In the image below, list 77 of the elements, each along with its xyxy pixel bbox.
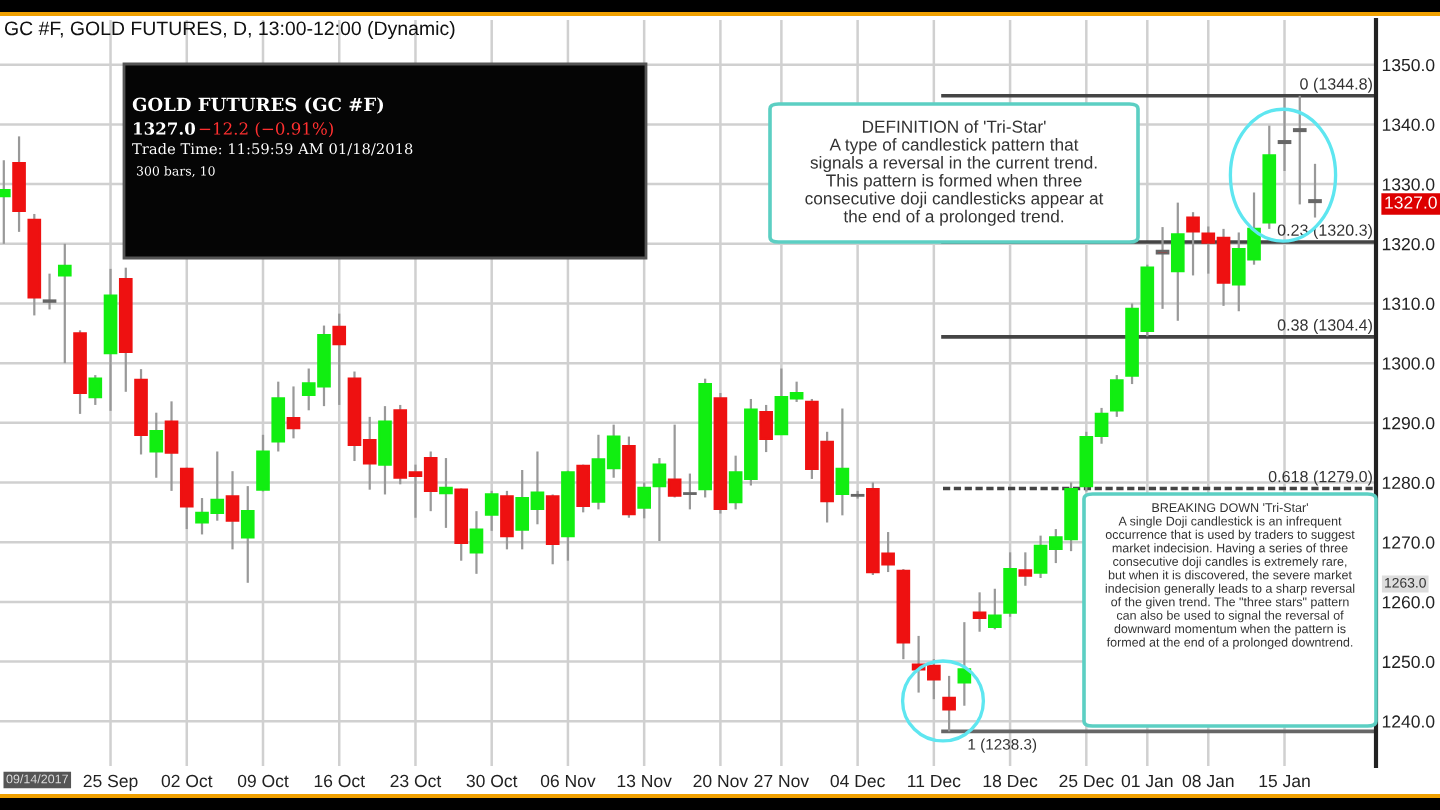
candlestick <box>576 463 591 514</box>
y-tick-label: 1280.0 <box>1382 476 1435 490</box>
y-tick-label: 1340.0 <box>1382 118 1435 131</box>
candlestick <box>225 470 240 551</box>
candlestick <box>667 423 682 499</box>
x-tick-label: 02 Oct <box>161 774 213 788</box>
candlestick <box>683 472 697 511</box>
x-tick-label: 06 Nov <box>540 774 596 788</box>
x-tick-label: 09 Oct <box>237 774 289 788</box>
y-tick-label: 1310.0 <box>1382 297 1435 310</box>
x-tick-label: 27 Nov <box>754 774 810 788</box>
candlestick <box>1018 551 1033 587</box>
candlestick <box>88 373 103 407</box>
y-tick-label: 1260.0 <box>1382 596 1435 609</box>
x-tick-label: 11 Dec <box>908 774 961 788</box>
candlestick <box>164 400 179 492</box>
ref-line-label: 0.618 (1279.0) <box>1268 470 1372 486</box>
candlestick <box>652 456 667 543</box>
candlestick <box>332 312 347 407</box>
candlestick <box>271 380 286 453</box>
y-tick-label: 1320.0 <box>1382 237 1435 251</box>
ref-line-label: 0 (1344.8) <box>1300 77 1372 93</box>
annotation: 1327.0 <box>134 122 195 135</box>
candlestick <box>57 242 72 365</box>
x-tick-label: 01 Jan <box>1121 774 1173 788</box>
candlestick <box>1109 373 1124 418</box>
y-tick-label: 1250.0 <box>1382 655 1435 669</box>
x-tick-label: 13 Nov <box>617 774 672 788</box>
candlestick <box>179 466 194 531</box>
candlestick <box>545 493 560 566</box>
candlestick <box>1155 225 1170 310</box>
candlestick <box>378 405 392 496</box>
ref-line-label: 0.38 (1304.4) <box>1277 318 1372 334</box>
x-tick-label: 20 Nov <box>693 774 749 788</box>
annotation: DEFINITION of 'Tri-Star' A type of candlestick pattern that signals a reversal in the current trend. This pattern is formed when three consecutive doji candlesticks appear at the end of a prolonged trend. <box>805 120 1104 226</box>
annotation: −12.2 (−0.91%) <box>199 121 333 138</box>
candlestick <box>1277 96 1292 173</box>
y-tick-label: 1300.0 <box>1382 357 1435 370</box>
candlestick <box>957 621 972 707</box>
chart-title: GC #F, GOLD FUTURES, D, 13:00-12:00 (Dynamic) <box>4 20 455 40</box>
candlestick <box>286 385 301 440</box>
y-tick-label: 1290.0 <box>1382 416 1435 430</box>
candlestick <box>1308 162 1322 219</box>
candlestick <box>1170 201 1185 322</box>
x-tick-label: 16 Oct <box>314 774 365 788</box>
x-tick-label: 08 Jan <box>1182 774 1234 788</box>
annotation: GOLD FUTURES (GC #F) <box>132 97 384 114</box>
y-tick-label: 1240.0 <box>1382 715 1435 728</box>
y-tick-label: 1350.0 <box>1382 58 1435 72</box>
candlestick <box>149 411 164 479</box>
x-tick-label: 15 Jan <box>1259 774 1310 788</box>
candlestick <box>1003 551 1017 618</box>
candlestick <box>42 272 57 311</box>
candlestick <box>484 489 499 532</box>
candlestick <box>12 135 26 233</box>
candlestick <box>1292 94 1307 206</box>
text: 1327.0 <box>1385 196 1437 209</box>
y-tick-label: 1330.0 <box>1382 178 1435 191</box>
candlestick <box>637 481 651 520</box>
candlestick <box>469 510 484 575</box>
candlestick <box>500 489 514 551</box>
candlestick <box>759 403 773 454</box>
x-tick-label: 25 Dec <box>1059 774 1114 788</box>
x-tick-label: 23 Oct <box>390 774 442 788</box>
candlestick <box>240 484 255 584</box>
candlestick <box>256 433 270 493</box>
candlestick <box>439 456 453 529</box>
y-tick-label: 1270.0 <box>1382 536 1435 549</box>
candlestick <box>942 674 956 733</box>
x-tick-label: 25 Sep <box>83 774 138 791</box>
x-tick-label: 30 Oct <box>466 774 518 788</box>
candlestick <box>972 591 987 633</box>
x-tick-label: 04 Dec <box>830 774 885 788</box>
candlestick <box>988 587 1002 631</box>
candlestick <box>1186 211 1200 277</box>
candlestick <box>835 407 850 517</box>
x-tick-label: 18 Dec <box>983 774 1038 788</box>
